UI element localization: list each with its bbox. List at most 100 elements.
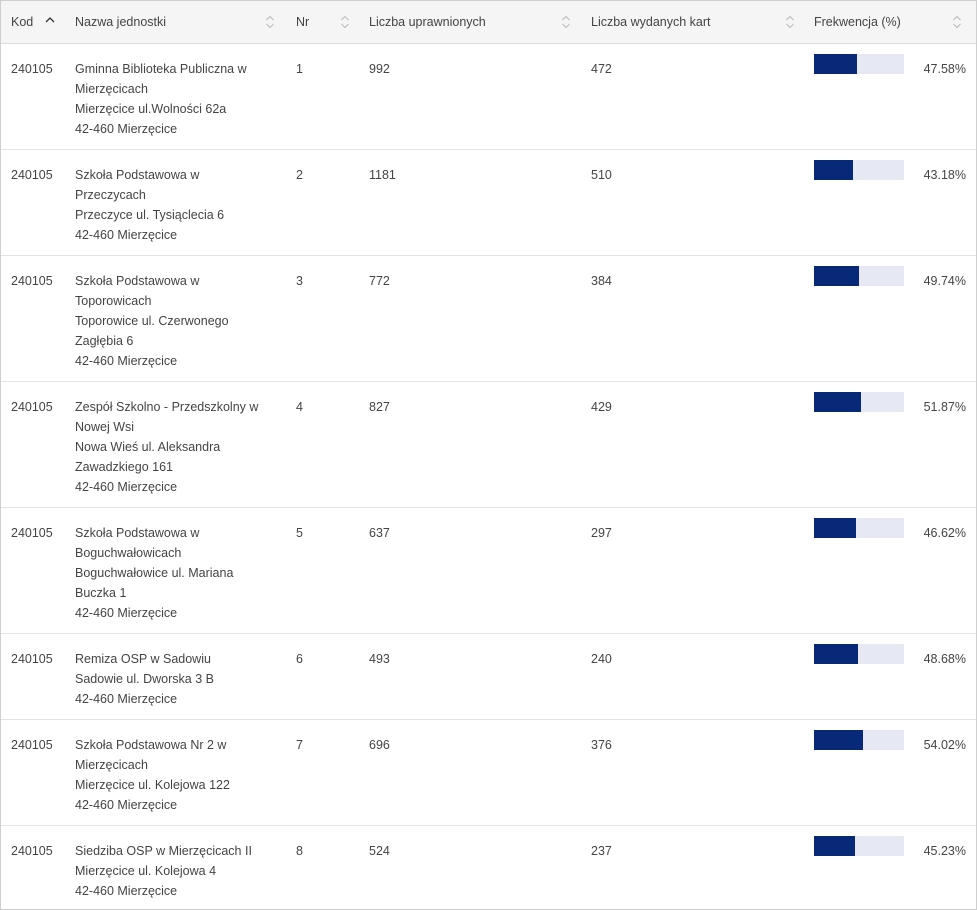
name-line: Boguchwałowicach <box>75 546 182 560</box>
frekwencja-bar-fill <box>814 160 853 180</box>
table-row: 240105 Gminna Biblioteka Publiczna w Mie… <box>1 44 976 150</box>
column-header-karty[interactable]: Liczba wydanych kart <box>591 1 801 43</box>
cell-nazwa: Szkoła Podstawowa Nr 2 w Mierzęcicach Mi… <box>75 735 275 815</box>
name-line: 42-460 Mierzęcice <box>75 798 178 812</box>
frekwencja-bar <box>814 54 904 74</box>
name-line: 42-460 Mierzęcice <box>75 606 178 620</box>
sort-icon[interactable] <box>340 14 350 30</box>
column-header-nr[interactable]: Nr <box>296 1 356 43</box>
name-line: Toporowice ul. Czerwonego <box>75 314 229 328</box>
column-header-uprawnionych[interactable]: Liczba uprawnionych <box>369 1 575 43</box>
cell-uprawnionych: 696 <box>369 738 390 752</box>
name-line: Mierzęcice ul. Kolejowa 122 <box>75 778 230 792</box>
cell-uprawnionych: 637 <box>369 526 390 540</box>
name-line: 42-460 Mierzęcice <box>75 122 178 136</box>
cell-nr: 5 <box>296 526 303 540</box>
cell-nr: 3 <box>296 274 303 288</box>
column-label: Kod <box>11 15 34 29</box>
cell-kod: 240105 <box>11 62 53 76</box>
name-line: 42-460 Mierzęcice <box>75 884 178 898</box>
name-line: Szkoła Podstawowa Nr 2 w <box>75 738 227 752</box>
cell-uprawnionych: 493 <box>369 652 390 666</box>
cell-kod: 240105 <box>11 168 53 182</box>
cell-nazwa: Siedziba OSP w Mierzęcicach II Mierzęcic… <box>75 841 275 901</box>
table-row: 240105 Szkoła Podstawowa Nr 2 w Mierzęci… <box>1 720 976 826</box>
cell-frekwencja: 54.02% <box>923 738 966 752</box>
cell-nr: 4 <box>296 400 303 414</box>
name-line: 42-460 Mierzęcice <box>75 480 178 494</box>
name-line: Mierzęcicach <box>75 758 148 772</box>
name-line: Nowej Wsi <box>75 420 135 434</box>
table-row: 240105 Zespół Szkolno - Przedszkolny w N… <box>1 382 976 508</box>
cell-frekwencja: 48.68% <box>923 652 966 666</box>
frekwencja-bar <box>814 266 904 286</box>
frekwencja-bar-fill <box>814 644 858 664</box>
cell-frekwencja: 43.18% <box>923 168 966 182</box>
cell-nazwa: Zespół Szkolno - Przedszkolny w Nowej Ws… <box>75 397 275 497</box>
name-line: Siedziba OSP w Mierzęcicach II <box>75 844 252 858</box>
cell-uprawnionych: 1181 <box>369 168 396 182</box>
column-header-frekwencja[interactable]: Frekwencja (%) <box>814 1 966 43</box>
name-line: Przeczyce ul. Tysiąclecia 6 <box>75 208 225 222</box>
sort-icon[interactable] <box>265 14 275 30</box>
sort-icon[interactable] <box>952 14 962 30</box>
name-line: Mierzęcice ul. Kolejowa 4 <box>75 864 217 878</box>
frekwencja-bar <box>814 518 904 538</box>
cell-kod: 240105 <box>11 652 53 666</box>
column-label: Nr <box>296 15 310 29</box>
name-line: Mierzęcicach <box>75 82 148 96</box>
name-line: Sadowie ul. Dworska 3 B <box>75 672 214 686</box>
cell-nazwa: Szkoła Podstawowa w Toporowicach Toporow… <box>75 271 275 371</box>
cell-nazwa: Szkoła Podstawowa w Przeczycach Przeczyc… <box>75 165 275 245</box>
cell-nazwa: Remiza OSP w Sadowiu Sadowie ul. Dworska… <box>75 649 275 709</box>
column-header-kod[interactable]: Kod <box>11 1 66 43</box>
frekwencja-bar-fill <box>814 730 863 750</box>
name-line: Buczka 1 <box>75 586 127 600</box>
cell-frekwencja: 47.58% <box>923 62 966 76</box>
name-line: 42-460 Mierzęcice <box>75 692 178 706</box>
name-line: Szkoła Podstawowa w <box>75 168 200 182</box>
name-line: Mierzęcice ul.Wolności 62a <box>75 102 227 116</box>
frekwencja-bar-fill <box>814 518 856 538</box>
name-line: Przeczycach <box>75 188 146 202</box>
name-line: Szkoła Podstawowa w <box>75 274 200 288</box>
cell-nr: 1 <box>296 62 303 76</box>
name-line: Szkoła Podstawowa w <box>75 526 200 540</box>
cell-kod: 240105 <box>11 738 53 752</box>
cell-kod: 240105 <box>11 844 53 858</box>
table-row: 240105 Siedziba OSP w Mierzęcicach II Mi… <box>1 826 976 910</box>
cell-karty: 429 <box>591 400 612 414</box>
table-header: Kod Nazwa jednostki Nr Liczba uprawniony… <box>1 1 976 44</box>
cell-uprawnionych: 827 <box>369 400 390 414</box>
cell-karty: 240 <box>591 652 612 666</box>
cell-frekwencja: 45.23% <box>923 844 966 858</box>
cell-nr: 2 <box>296 168 303 182</box>
name-line: Toporowicach <box>75 294 152 308</box>
chevron-up-icon[interactable] <box>45 14 55 30</box>
cell-uprawnionych: 992 <box>369 62 390 76</box>
cell-nr: 8 <box>296 844 303 858</box>
cell-karty: 472 <box>591 62 612 76</box>
column-header-nazwa[interactable]: Nazwa jednostki <box>75 1 281 43</box>
column-label: Frekwencja (%) <box>814 15 901 29</box>
sort-icon[interactable] <box>561 14 571 30</box>
name-line: Gminna Biblioteka Publiczna w <box>75 62 247 76</box>
name-line: 42-460 Mierzęcice <box>75 228 178 242</box>
frekwencja-bar <box>814 836 904 856</box>
cell-frekwencja: 46.62% <box>923 526 966 540</box>
table-row: 240105 Remiza OSP w Sadowiu Sadowie ul. … <box>1 634 976 720</box>
cell-uprawnionych: 772 <box>369 274 390 288</box>
cell-kod: 240105 <box>11 400 53 414</box>
sort-icon[interactable] <box>785 14 795 30</box>
frekwencja-bar-fill <box>814 54 857 74</box>
frekwencja-bar-fill <box>814 392 861 412</box>
frekwencja-bar-fill <box>814 266 859 286</box>
frekwencja-bar-fill <box>814 836 855 856</box>
name-line: 42-460 Mierzęcice <box>75 354 178 368</box>
column-label: Liczba wydanych kart <box>591 15 711 29</box>
frekwencja-bar <box>814 644 904 664</box>
name-line: Zespół Szkolno - Przedszkolny w <box>75 400 259 414</box>
cell-kod: 240105 <box>11 274 53 288</box>
cell-nr: 7 <box>296 738 303 752</box>
frekwencja-bar <box>814 160 904 180</box>
